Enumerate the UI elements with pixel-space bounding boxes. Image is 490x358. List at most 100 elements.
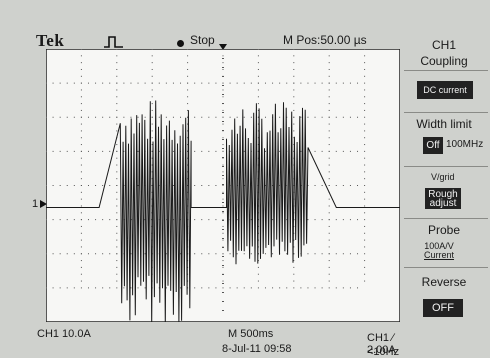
reverse-label[interactable]: Reverse <box>421 275 467 289</box>
grid-dot <box>109 150 111 152</box>
grid-dot <box>80 82 82 84</box>
grid-dot <box>328 171 330 173</box>
grid-dot <box>300 150 302 152</box>
grid-dot <box>286 253 288 255</box>
grid-dot <box>364 171 366 173</box>
center-axis-tick <box>222 256 224 257</box>
grid-dot <box>187 116 189 118</box>
datetime: 8-Jul-11 09:58 <box>222 343 292 355</box>
grid-dot <box>264 253 266 255</box>
coupling-button[interactable]: DC current <box>417 81 473 99</box>
grid-dot <box>293 82 295 84</box>
center-axis-tick <box>222 76 224 77</box>
grid-dot <box>335 219 337 221</box>
grid-dot <box>328 109 330 111</box>
grid-dot <box>257 82 259 84</box>
grid-dot <box>222 185 224 186</box>
grid-dot <box>257 55 259 57</box>
menu-divider <box>404 166 488 167</box>
grid-dot <box>364 62 366 64</box>
ground-marker-label: 1 <box>32 198 39 210</box>
grid-dot <box>80 171 82 173</box>
grid-dot <box>279 287 281 289</box>
center-axis-tick <box>222 121 224 122</box>
grid-dot <box>144 82 146 84</box>
grid-dot <box>187 103 189 105</box>
grid-dot <box>80 225 82 227</box>
grid-dot <box>300 82 302 84</box>
probe-value-line-2: Current <box>424 250 455 260</box>
grid-dot <box>257 68 259 70</box>
grid-dot <box>80 198 82 200</box>
grid-dot <box>300 287 302 289</box>
grid-dot <box>80 89 82 91</box>
grid-dot <box>222 123 224 125</box>
timebase: M 500ms <box>228 328 274 340</box>
grid-dot <box>272 287 274 289</box>
grid-dot <box>293 266 295 268</box>
grid-dot <box>208 150 210 152</box>
probe-value[interactable]: 100A/V Current <box>424 242 454 260</box>
grid-dot <box>364 164 366 166</box>
grid-dot <box>59 253 61 255</box>
center-axis-tick <box>222 58 224 59</box>
grid-dot <box>257 266 259 268</box>
grid-dot <box>137 116 139 118</box>
grid-dot <box>328 68 330 70</box>
grid-dot <box>328 49 330 50</box>
grid-dot <box>80 96 82 98</box>
grid-dot <box>187 89 189 91</box>
grid-dot <box>364 123 366 125</box>
grid-dot <box>279 116 281 118</box>
grid-dot <box>364 239 366 241</box>
grid-dot <box>257 260 259 262</box>
grid-dot <box>364 178 366 180</box>
grid-dot <box>215 150 217 152</box>
grid-dot <box>293 55 295 57</box>
coupling-label[interactable]: Coupling <box>420 54 468 68</box>
grid-dot <box>215 116 217 118</box>
channel-menu: CH1 Coupling DC current Width limit Off … <box>402 28 490 350</box>
grid-dot <box>80 239 82 241</box>
grid-dot <box>102 219 104 221</box>
vgrid-label[interactable]: V/grid <box>431 172 455 182</box>
grid-dot <box>158 82 160 84</box>
grid-dot <box>165 253 167 255</box>
grid-dot <box>187 96 189 98</box>
grid-dot <box>321 82 323 84</box>
grid-dot <box>80 130 82 132</box>
vgrid-value-line-1: Rough <box>428 188 458 200</box>
grid-dot <box>257 109 259 111</box>
grid-dot <box>144 287 146 289</box>
center-axis-tick <box>222 139 224 140</box>
grid-dot <box>187 144 189 146</box>
grid-dot <box>222 171 224 173</box>
grid-dot <box>250 253 252 255</box>
probe-label[interactable]: Probe <box>427 223 461 237</box>
grid-dot <box>116 205 118 207</box>
grid-dot <box>328 89 330 91</box>
width-limit-toggle[interactable]: Off <box>423 137 443 154</box>
grid-dot <box>87 82 89 84</box>
grid-dot <box>66 219 68 221</box>
grid-dot <box>80 219 82 221</box>
grid-dot <box>314 82 316 84</box>
grid-dot <box>80 260 82 262</box>
grid-dot <box>222 89 224 91</box>
grid-dot <box>222 144 224 146</box>
grid-dot <box>80 123 82 125</box>
width-limit-label[interactable]: Width limit <box>416 117 472 131</box>
reverse-button[interactable]: OFF <box>423 299 463 317</box>
center-axis-tick <box>222 238 224 239</box>
grid-dot <box>109 219 111 221</box>
grid-dot <box>52 219 54 221</box>
grid-dot <box>257 123 259 125</box>
grid-dot <box>328 82 330 84</box>
grid-dot <box>293 273 295 275</box>
grid-dot <box>165 116 167 118</box>
vgrid-button[interactable]: Rough adjust <box>425 188 461 209</box>
grid-dot <box>243 150 245 152</box>
horizontal-position: M Pos:50.00 µs <box>283 33 367 47</box>
grid-dot <box>328 239 330 241</box>
center-axis-tick <box>222 148 224 149</box>
